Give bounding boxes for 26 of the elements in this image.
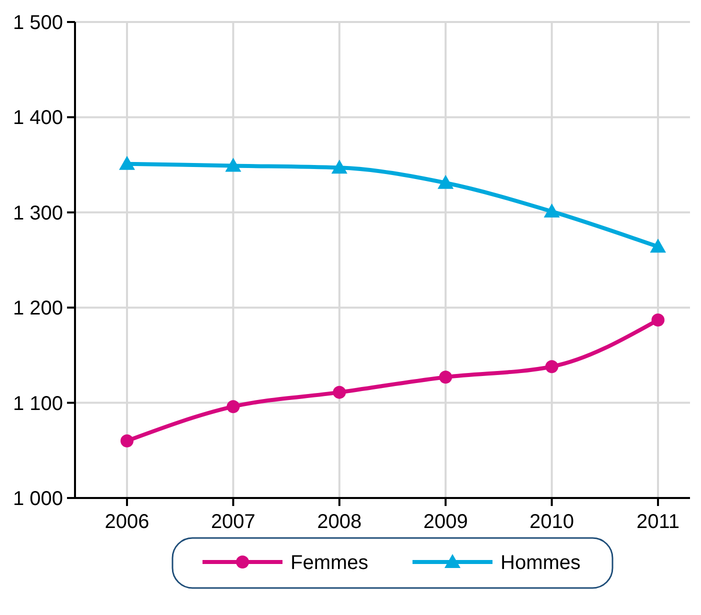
- point: [331, 160, 348, 174]
- y-tick-label: 1 300: [12, 202, 63, 224]
- point: [332, 386, 346, 399]
- point: [650, 238, 666, 253]
- y-tick-label: 1 400: [12, 107, 63, 130]
- point: [120, 434, 134, 448]
- point: [438, 174, 454, 189]
- legend-label: Femmes: [290, 552, 368, 574]
- x-tick-label: 2011: [636, 511, 680, 533]
- point: [544, 203, 560, 218]
- point: [545, 360, 558, 374]
- legend-label: Hommes: [500, 552, 581, 574]
- point: [652, 313, 664, 326]
- x-tick-label: 2010: [530, 511, 574, 533]
- y-tick-label: 1 000: [12, 488, 63, 510]
- y-tick-label: 1 200: [12, 298, 63, 320]
- x-tick-label: 2006: [104, 511, 150, 533]
- x-tick-label: 2007: [210, 511, 256, 533]
- x-tick-label: 2009: [423, 511, 468, 533]
- y-tick-label: 1 100: [12, 392, 63, 415]
- point: [119, 156, 135, 170]
- point: [439, 370, 452, 384]
- x-tick-label: 2008: [317, 511, 362, 533]
- point: [226, 400, 240, 414]
- y-tick-label: 1 500: [12, 12, 63, 34]
- point: [225, 158, 242, 172]
